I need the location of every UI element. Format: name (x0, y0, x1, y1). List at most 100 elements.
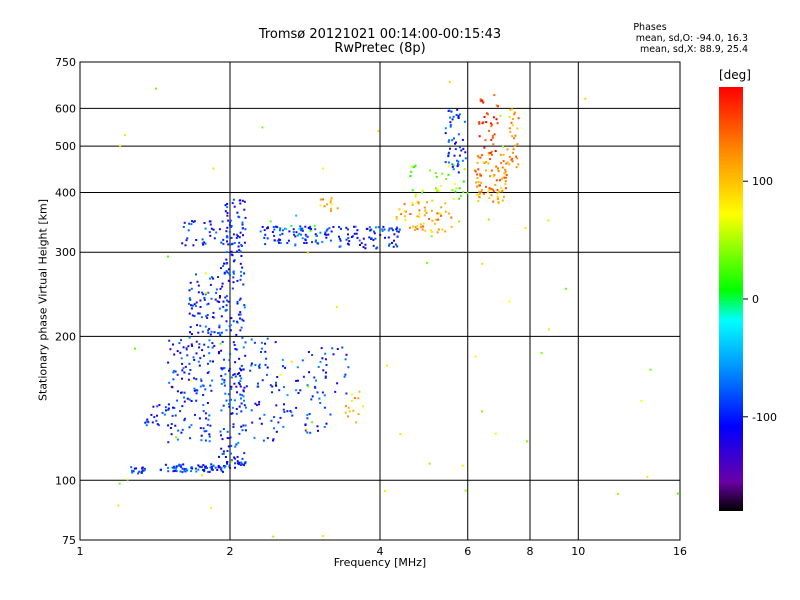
data-point (347, 233, 349, 236)
data-point (301, 237, 304, 240)
data-point (433, 222, 436, 225)
data-point (236, 373, 239, 376)
data-point (434, 187, 437, 190)
data-point (454, 148, 457, 151)
data-point (428, 462, 431, 465)
data-point (176, 399, 179, 402)
data-point (198, 364, 201, 367)
data-point (209, 333, 212, 336)
data-point (204, 325, 207, 328)
data-point (493, 133, 496, 136)
data-point (461, 159, 464, 162)
data-point (457, 160, 460, 163)
data-point (292, 228, 295, 231)
data-point (526, 440, 528, 443)
data-point (332, 353, 335, 356)
data-point (198, 312, 201, 315)
data-point (195, 305, 197, 308)
data-point (242, 319, 245, 322)
data-point (156, 414, 158, 417)
data-point (504, 170, 507, 173)
data-point (513, 113, 516, 116)
data-point (193, 315, 196, 318)
data-point (258, 417, 261, 420)
data-point (250, 409, 253, 412)
data-point (278, 389, 281, 392)
data-point (485, 169, 487, 172)
data-point (220, 447, 223, 450)
data-point (172, 470, 175, 473)
data-point (266, 366, 269, 369)
data-point (358, 239, 361, 242)
data-point (201, 474, 203, 477)
data-point (192, 356, 195, 359)
data-point (126, 478, 129, 481)
data-point (421, 191, 424, 194)
data-point (229, 398, 232, 401)
data-point (311, 421, 314, 424)
data-point (455, 187, 458, 190)
data-point (180, 339, 182, 342)
data-point (479, 173, 482, 176)
data-point (185, 347, 188, 350)
data-point (232, 270, 235, 273)
data-point (233, 259, 236, 262)
data-point (151, 421, 154, 424)
data-point (181, 471, 184, 474)
data-point (172, 378, 175, 381)
data-point (240, 402, 243, 405)
data-point (237, 245, 240, 248)
data-point (175, 470, 178, 473)
data-point (135, 467, 138, 470)
data-point (480, 188, 483, 191)
data-point (455, 141, 457, 144)
data-point (448, 109, 451, 112)
data-point (298, 227, 301, 230)
data-point (203, 469, 206, 471)
data-point (362, 405, 365, 408)
data-point (490, 153, 493, 156)
data-point (477, 168, 480, 171)
data-point (458, 146, 461, 149)
data-point (182, 226, 185, 228)
data-point (311, 354, 314, 356)
data-point (238, 383, 241, 386)
data-point (224, 392, 227, 395)
data-point (513, 111, 516, 114)
data-point (232, 281, 235, 284)
data-point (319, 198, 322, 201)
data-point (242, 346, 245, 349)
data-point (347, 237, 350, 240)
data-point (388, 243, 391, 246)
data-point (196, 280, 199, 283)
data-point (224, 309, 227, 312)
data-point (453, 154, 456, 157)
data-point (203, 241, 206, 244)
data-point (273, 427, 275, 430)
data-point (488, 151, 491, 154)
data-point (201, 384, 204, 387)
data-point (230, 452, 233, 455)
data-point (508, 115, 511, 118)
data-point (485, 185, 487, 188)
data-point (345, 353, 348, 356)
data-point (230, 250, 233, 253)
data-point (222, 470, 224, 473)
data-point (188, 372, 191, 375)
data-point (238, 405, 241, 408)
data-point (336, 207, 339, 210)
data-point (217, 276, 219, 278)
data-point (230, 459, 233, 462)
data-point (194, 467, 197, 470)
data-point (175, 465, 178, 468)
data-point (205, 417, 208, 420)
data-point (210, 506, 213, 509)
data-point (649, 368, 652, 371)
data-point (266, 337, 269, 340)
data-point (483, 116, 486, 118)
data-point (226, 202, 229, 205)
data-point (211, 379, 214, 382)
data-point (199, 385, 202, 388)
data-point (439, 212, 442, 215)
data-point (176, 373, 179, 376)
